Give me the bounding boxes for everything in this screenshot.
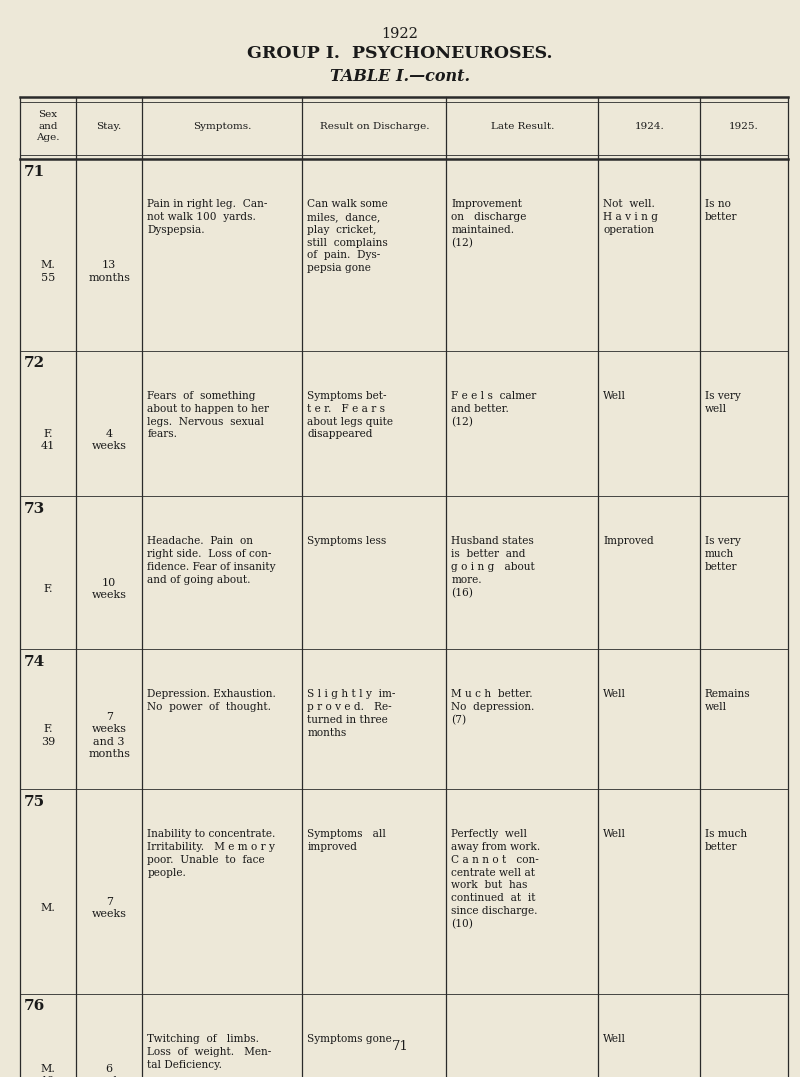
Text: 74: 74 (24, 655, 46, 669)
Text: Late Result.: Late Result. (490, 122, 554, 130)
Text: Improved: Improved (603, 536, 654, 546)
Text: Is much
better: Is much better (705, 829, 747, 852)
Text: Symptoms gone: Symptoms gone (307, 1034, 392, 1044)
Text: 10
weeks: 10 weeks (92, 578, 126, 600)
Text: TABLE I.—cont.: TABLE I.—cont. (330, 68, 470, 85)
Text: Headache.  Pain  on
right side.  Loss of con-
fidence. Fear of insanity
and of g: Headache. Pain on right side. Loss of co… (147, 536, 276, 585)
Text: F e e l s  calmer
and better.
(12): F e e l s calmer and better. (12) (451, 391, 537, 426)
Text: Well: Well (603, 829, 626, 839)
Text: Is very
much
better: Is very much better (705, 536, 741, 572)
Text: 4
weeks: 4 weeks (92, 429, 126, 451)
Text: Inability to concentrate.
Irritability.   M e m o r y
poor.  Unable  to  face
pe: Inability to concentrate. Irritability. … (147, 829, 275, 878)
Text: 72: 72 (24, 356, 45, 370)
Text: F.
39: F. 39 (41, 725, 55, 746)
Text: 1922: 1922 (382, 27, 418, 41)
Text: M.
55: M. 55 (41, 261, 55, 282)
Text: Twitching  of   limbs.
Loss  of  weight.   Men-
tal Deficiency.: Twitching of limbs. Loss of weight. Men-… (147, 1034, 271, 1069)
Text: Symptoms   all
improved: Symptoms all improved (307, 829, 386, 852)
Text: 13
months: 13 months (88, 261, 130, 282)
Text: 76: 76 (24, 999, 46, 1013)
Text: Stay.: Stay. (97, 122, 122, 130)
Text: F.: F. (43, 584, 53, 595)
Text: Perfectly  well
away from work.
C a n n o t   con-
centrate well at
work  but  h: Perfectly well away from work. C a n n o… (451, 829, 541, 929)
Text: S l i g h t l y  im-
p r o v e d.   Re-
turned in three
months: S l i g h t l y im- p r o v e d. Re- tur… (307, 689, 395, 738)
Text: 1924.: 1924. (634, 122, 664, 130)
Text: Symptoms.: Symptoms. (194, 122, 251, 130)
Text: 7
weeks
and 3
months: 7 weeks and 3 months (88, 712, 130, 759)
Text: Result on Discharge.: Result on Discharge. (320, 122, 429, 130)
Text: Is no
better: Is no better (705, 199, 738, 222)
Text: 71: 71 (391, 1040, 409, 1053)
Text: M.
19: M. 19 (41, 1064, 55, 1077)
Text: 6
weeks: 6 weeks (92, 1064, 126, 1077)
Text: Well: Well (603, 391, 626, 401)
Text: Husband states
is  better  and
g o i n g   about
more.
(16): Husband states is better and g o i n g a… (451, 536, 535, 598)
Text: Remains
well: Remains well (705, 689, 750, 712)
Text: M.: M. (41, 903, 55, 913)
Text: Is very
well: Is very well (705, 391, 741, 414)
Text: F.
41: F. 41 (41, 429, 55, 451)
Text: 1925.: 1925. (729, 122, 759, 130)
Text: 71: 71 (24, 165, 46, 179)
Text: 7
weeks: 7 weeks (92, 897, 126, 919)
Text: Symptoms less: Symptoms less (307, 536, 386, 546)
Text: 75: 75 (24, 795, 45, 809)
Text: Well: Well (603, 689, 626, 699)
Text: Depression. Exhaustion.
No  power  of  thought.: Depression. Exhaustion. No power of thou… (147, 689, 276, 712)
Text: Symptoms bet-
t e r.   F e a r s
about legs quite
disappeared: Symptoms bet- t e r. F e a r s about leg… (307, 391, 394, 439)
Text: Fears  of  something
about to happen to her
legs.  Nervous  sexual
fears.: Fears of something about to happen to he… (147, 391, 269, 439)
Text: GROUP I.  PSYCHONEUROSES.: GROUP I. PSYCHONEUROSES. (247, 45, 553, 62)
Text: Pain in right leg.  Can-
not walk 100  yards.
Dyspepsia.: Pain in right leg. Can- not walk 100 yar… (147, 199, 267, 235)
Text: Can walk some
miles,  dance,
play  cricket,
still  complains
of  pain.  Dys-
pep: Can walk some miles, dance, play cricket… (307, 199, 388, 274)
Text: Not  well.
H a v i n g
operation: Not well. H a v i n g operation (603, 199, 658, 235)
Text: M u c h  better.
No  depression.
(7): M u c h better. No depression. (7) (451, 689, 534, 725)
Text: Improvement
on   discharge
maintained.
(12): Improvement on discharge maintained. (12… (451, 199, 526, 248)
Text: 73: 73 (24, 502, 46, 516)
Text: Well: Well (603, 1034, 626, 1044)
Text: Sex
and
Age.: Sex and Age. (36, 111, 60, 141)
